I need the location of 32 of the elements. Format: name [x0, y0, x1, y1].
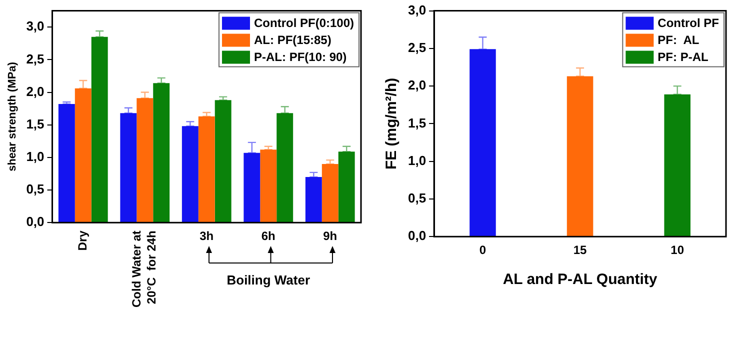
x-axis-title: AL and P-AL Quantity	[502, 271, 658, 288]
y-tick-label: 2,5	[408, 40, 426, 56]
legend-label: AL: PF(15:85)	[254, 33, 332, 48]
y-tick-label: 3,0	[408, 2, 426, 18]
y-tick-label: 3,0	[26, 18, 44, 34]
x-tick-label: 6h	[261, 228, 276, 243]
text: Boiling Water	[226, 272, 310, 288]
legend-label: Control PF(0:100)	[254, 16, 354, 30]
x-tick-label: 3h	[200, 228, 214, 243]
x-tick-label: 9h	[323, 228, 338, 243]
y-tick-label: 2,5	[26, 51, 44, 66]
y-tick-label: 0,5	[408, 190, 426, 206]
y-tick-label: 2,0	[26, 84, 44, 99]
y-tick-label: 1,5	[408, 115, 426, 130]
legend-label: PF: AL	[658, 33, 700, 48]
x-tick-label: Cold Water at 20°C for 24h	[130, 230, 159, 308]
legend-label: Control PF	[658, 16, 720, 30]
y-axis-title: FE (mg/m²/h)	[383, 78, 400, 170]
y-tick-label: 1,0	[408, 152, 426, 168]
y-axis-title: shear strength (MPa)	[6, 62, 19, 172]
y-tick-label: 1,5	[26, 116, 44, 132]
x-tick-label: 10	[670, 242, 684, 257]
x-tick-label: Dry	[75, 230, 90, 251]
y-tick-label: 1,0	[26, 149, 44, 164]
y-tick-label: 0,0	[26, 214, 44, 230]
x-tick-label: 15	[573, 242, 588, 257]
y-tick-label: 2,0	[408, 78, 426, 93]
legend-label: P-AL: PF(10: 90)	[254, 50, 347, 64]
x-tick-label: 0	[479, 242, 486, 257]
y-tick-label: 0,0	[408, 228, 426, 244]
legend-label: PF: P-AL	[658, 50, 708, 64]
y-tick-label: 0,5	[26, 182, 44, 197]
